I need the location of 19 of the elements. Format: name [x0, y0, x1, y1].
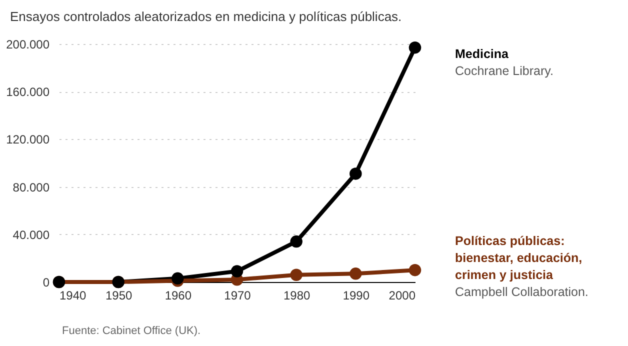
y-tick-label: 200.000	[6, 38, 50, 52]
text: Campbell Collaboration.	[455, 285, 588, 299]
text: Cochrane Library.	[455, 64, 554, 78]
x-tick-label: 2000	[388, 288, 416, 302]
text: Medicina	[455, 46, 510, 63]
x-tick-label: 1990	[342, 288, 370, 302]
source-note: Fuente: Cabinet Office (UK).	[62, 325, 201, 337]
y-tick-label: 120.000	[6, 132, 50, 147]
y-tick-label: 0	[42, 276, 50, 290]
y-tick-label: 40.000	[12, 228, 50, 242]
y-tick-label: 160.000	[6, 85, 50, 100]
chart-title: Ensayos controlados aleatorizados en medicina y políticas públicas.	[10, 9, 402, 24]
x-tick-label: 1970	[224, 288, 252, 302]
y-tick-label: 80.000	[12, 180, 50, 194]
x-tick-label: 1980	[283, 288, 311, 302]
x-tick-label: 1960	[164, 288, 192, 302]
x-tick-label: 1950	[105, 288, 133, 302]
x-tick-label: 1940	[60, 288, 87, 302]
text: Políticas públicas: bienestar, educación, crimen y justicia	[455, 233, 584, 284]
